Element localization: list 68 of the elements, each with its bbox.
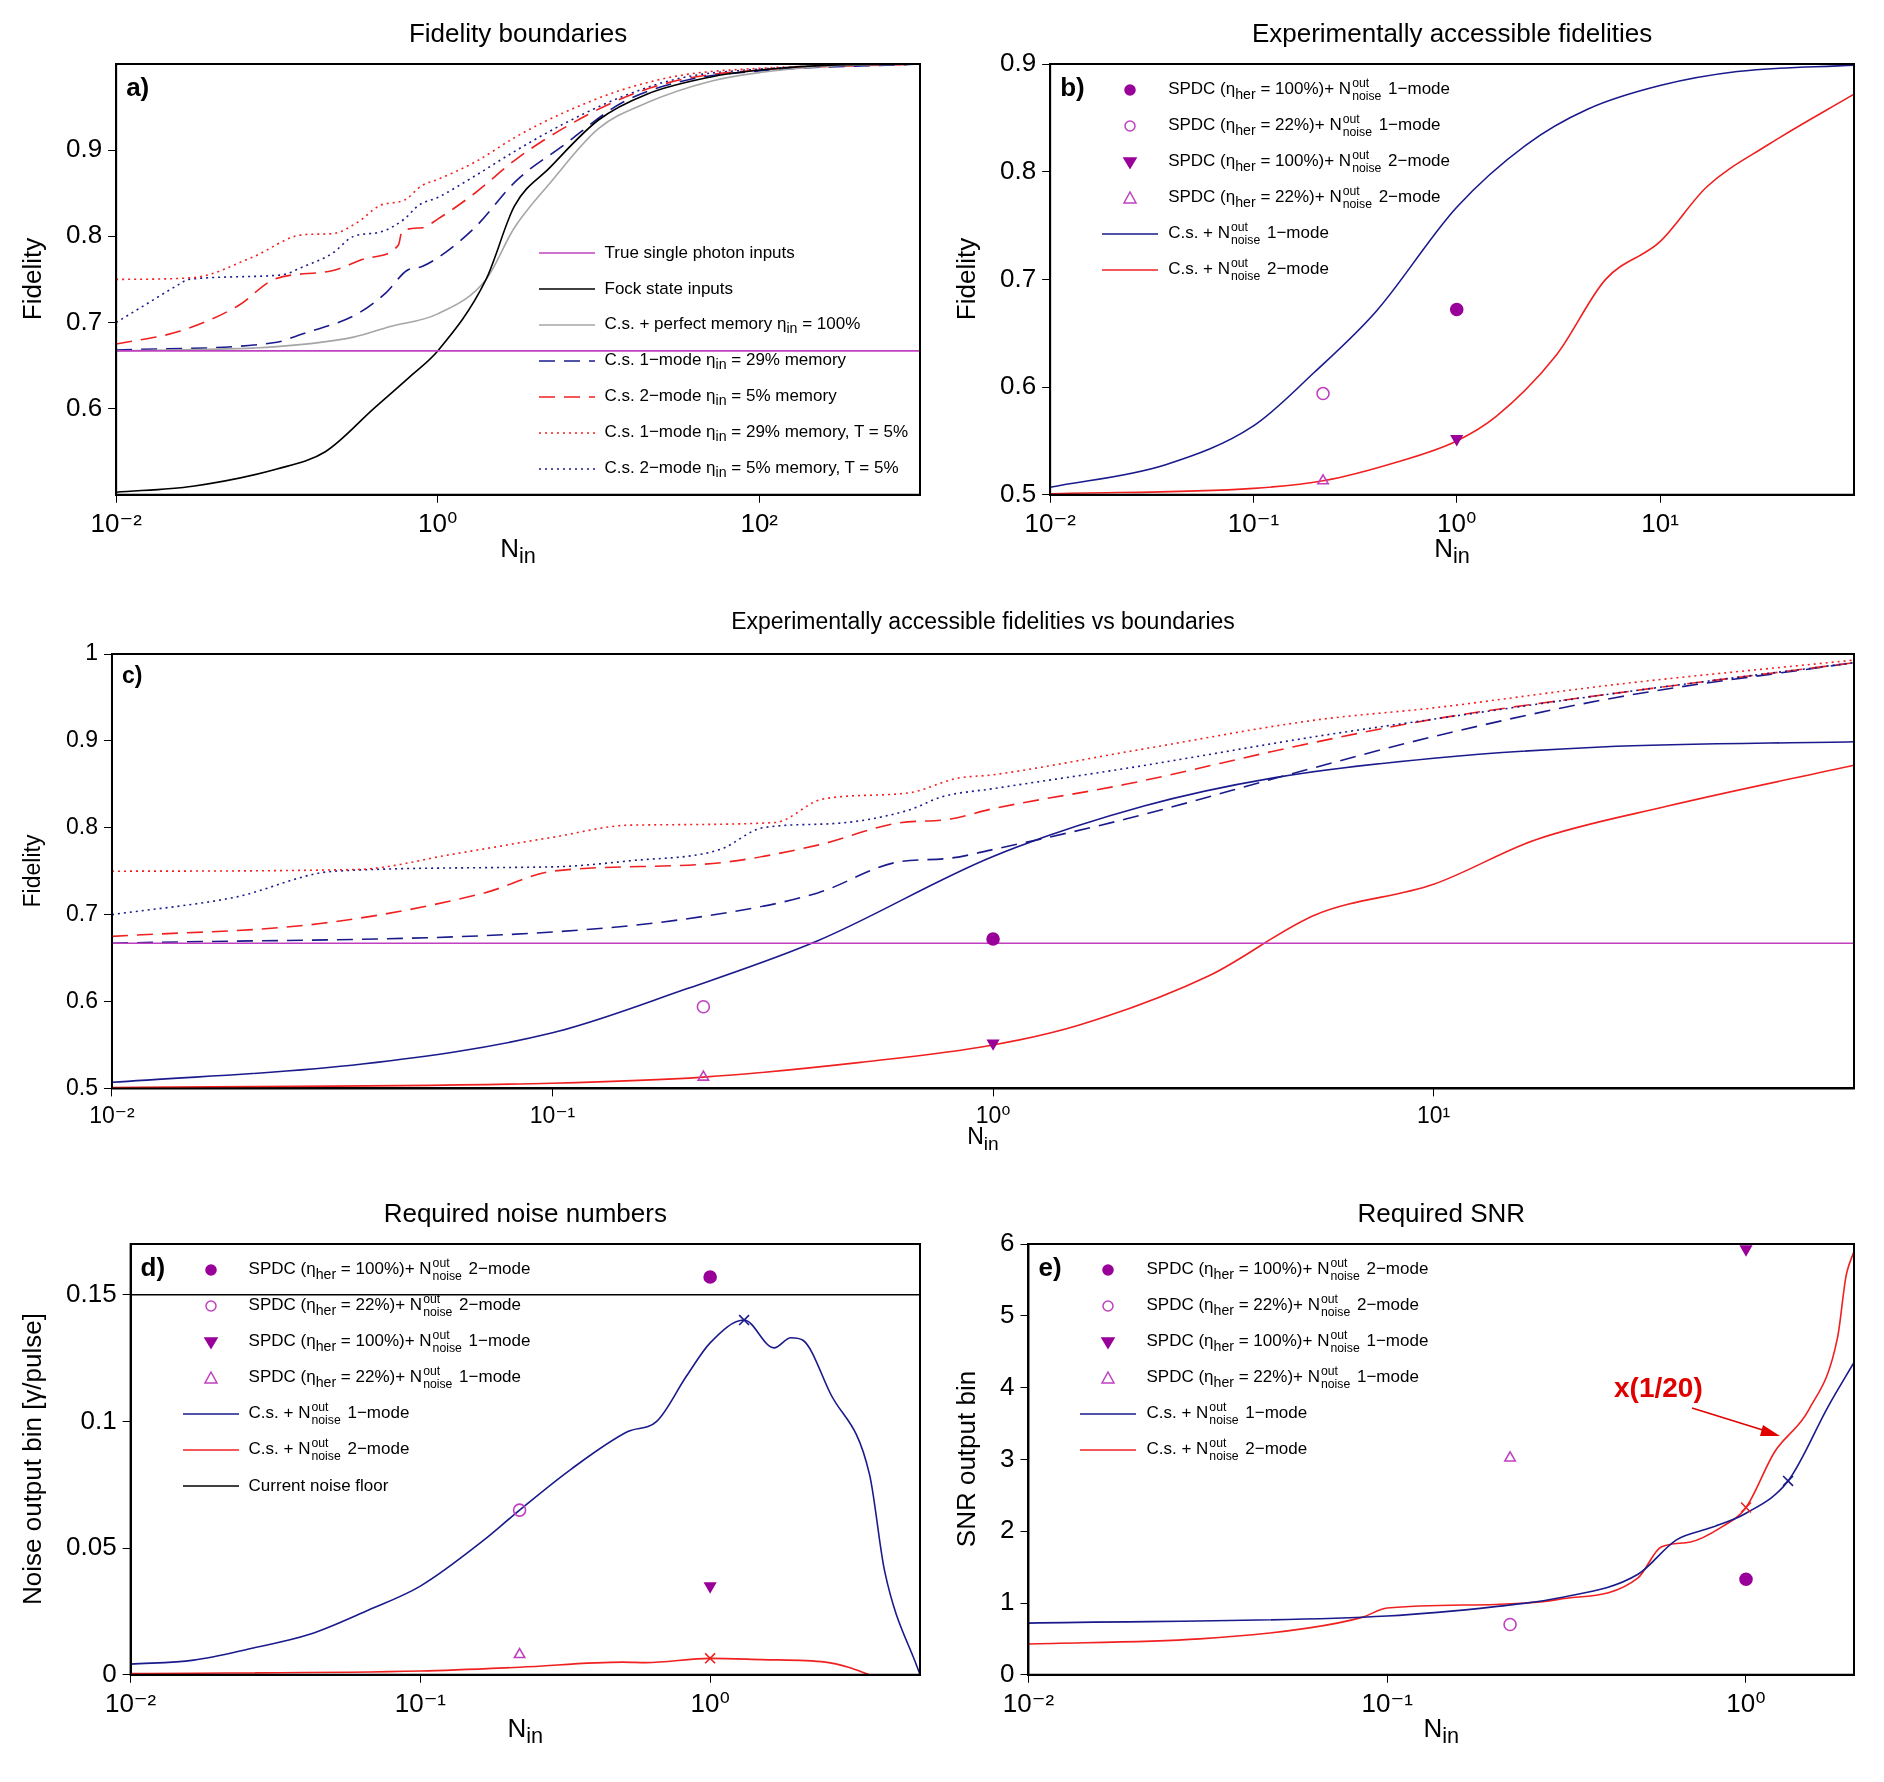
x-tick-label: 10⁰ bbox=[418, 507, 458, 538]
y-tick-label: 6 bbox=[999, 1227, 1015, 1258]
x-tick-label: 10¹ bbox=[1416, 1101, 1451, 1128]
y-tick-label: 2 bbox=[999, 1514, 1015, 1545]
x-tick-label: 10⁰ bbox=[1726, 1687, 1766, 1718]
x-axis-title: N$_{in}$ bbox=[500, 532, 536, 569]
x-tick-label: 10⁻² bbox=[89, 1101, 135, 1128]
y-tick-label: 4 bbox=[999, 1370, 1015, 1401]
legend-label: True single photon inputs bbox=[604, 242, 795, 263]
chart-title: Experimentally accessible fidelities bbox=[1251, 18, 1653, 49]
y-tick-label: 0.7 bbox=[65, 305, 103, 336]
y-tick-label: 0.1 bbox=[80, 1404, 117, 1435]
x-tick-label: 10⁻² bbox=[90, 507, 143, 538]
y-tick-label: 0.8 bbox=[999, 154, 1037, 185]
y-tick-label: 0.6 bbox=[999, 370, 1037, 401]
legend-label: Current noise floor bbox=[248, 1476, 389, 1496]
y-tick-label: 0.7 bbox=[65, 899, 98, 926]
annotation: c) bbox=[121, 662, 143, 689]
legend-label: C.s. 1−mode η$_{in}$ = 29% memory bbox=[604, 349, 847, 372]
y-axis-title: Fidelity bbox=[950, 238, 982, 321]
y-tick-label: 0.7 bbox=[999, 262, 1037, 293]
annotation: a) bbox=[126, 72, 150, 103]
x-tick-label: 10⁻¹ bbox=[1227, 507, 1280, 538]
chart-title: Experimentally accessible fidelities vs boundaries bbox=[731, 608, 1235, 635]
legend-label: C.s. 2−mode η$_{in}$ = 5% memory, T = 5% bbox=[604, 457, 899, 480]
legend-label: Fock state inputs bbox=[604, 278, 734, 299]
x-axis-title: N$_{in}$ bbox=[507, 1712, 544, 1749]
y-tick-label: 0 bbox=[999, 1657, 1015, 1688]
x-tick-label: 10⁻¹ bbox=[529, 1101, 576, 1128]
annotation: x(1/20) bbox=[1613, 1371, 1703, 1404]
y-tick-label: 0.9 bbox=[999, 47, 1037, 78]
x-tick-label: 10⁰ bbox=[690, 1687, 730, 1718]
x-tick-label: 10⁻¹ bbox=[1361, 1687, 1414, 1718]
x-axis-title: N$_{in}$ bbox=[1423, 1712, 1460, 1749]
y-tick-label: 0.9 bbox=[65, 133, 103, 164]
legend-label: C.s. 1−mode η$_{in}$ = 29% memory, T = 5% bbox=[604, 421, 908, 444]
legend-label: C.s. 2−mode η$_{in}$ = 5% memory bbox=[604, 385, 837, 408]
y-tick-label: 0.8 bbox=[65, 219, 103, 250]
y-tick-label: 0 bbox=[102, 1657, 117, 1688]
y-tick-label: 0.5 bbox=[999, 477, 1037, 508]
y-tick-label: 0.5 bbox=[65, 1073, 98, 1100]
x-tick-label: 10⁻¹ bbox=[394, 1687, 447, 1718]
x-tick-label: 10¹ bbox=[1641, 507, 1680, 538]
y-axis-title: Fidelity bbox=[16, 238, 48, 321]
legend-label: C.s. + perfect memory η$_{in}$ = 100% bbox=[604, 313, 861, 336]
y-tick-label: 3 bbox=[999, 1442, 1015, 1473]
y-tick-label: 0.15 bbox=[65, 1277, 117, 1308]
x-tick-label: 10² bbox=[740, 507, 779, 538]
y-tick-label: 0.6 bbox=[65, 391, 103, 422]
y-tick-label: 1 bbox=[85, 639, 98, 666]
y-axis-title: Fidelity bbox=[18, 834, 46, 908]
y-tick-label: 0.8 bbox=[65, 813, 98, 840]
x-tick-label: 10⁻² bbox=[1024, 507, 1077, 538]
x-tick-label: 10⁻² bbox=[104, 1687, 157, 1718]
y-axis-title: SNR output bin bbox=[950, 1371, 982, 1548]
annotation: d) bbox=[140, 1252, 166, 1283]
annotation: e) bbox=[1038, 1252, 1062, 1283]
chart-title: Required noise numbers bbox=[383, 1198, 667, 1229]
y-tick-label: 1 bbox=[999, 1586, 1015, 1617]
y-tick-label: 0.6 bbox=[65, 986, 98, 1013]
annotation: b) bbox=[1060, 72, 1085, 103]
y-tick-label: 0.05 bbox=[65, 1531, 117, 1562]
y-tick-label: 5 bbox=[999, 1298, 1015, 1329]
chart-title: Fidelity boundaries bbox=[408, 18, 628, 49]
y-axis-title: Noise output bin [γ/pulse] bbox=[16, 1313, 48, 1606]
y-tick-label: 0.9 bbox=[65, 726, 98, 753]
chart-title: Required SNR bbox=[1357, 1198, 1526, 1229]
x-tick-label: 10⁻² bbox=[1002, 1687, 1055, 1718]
